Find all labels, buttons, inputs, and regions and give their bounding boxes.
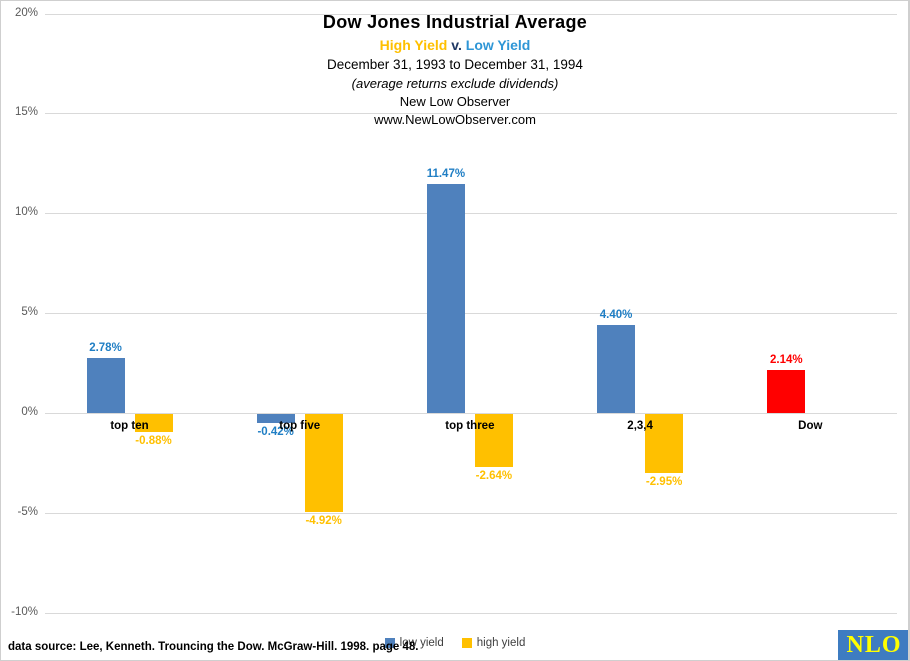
legend-item-high-yield: high yield [461, 637, 526, 649]
gridline-10% [45, 213, 897, 214]
category-label-top-five: top five [279, 420, 321, 433]
value-label: 2.78% [89, 341, 122, 354]
site-name: New Low Observer [399, 94, 511, 110]
value-label: -4.92% [305, 515, 342, 528]
bar-high-yield-top-ten [134, 414, 173, 432]
bar-high-yield-2-3-4 [645, 414, 684, 474]
bar-Dow-Dow [767, 370, 806, 414]
y-axis-label: 5% [21, 306, 38, 318]
legend-swatch-icon [384, 638, 395, 648]
y-axis-label: 10% [14, 206, 38, 218]
site-url: www.NewLowObserver.com [374, 112, 536, 128]
bar-low-yield-top-three [426, 183, 465, 414]
chart-title: Dow Jones Industrial Average [322, 12, 588, 32]
y-axis-label: 15% [14, 106, 38, 118]
bar-high-yield-top-five [304, 414, 343, 513]
gridline-15% [45, 113, 897, 114]
subtitle-low-yield: Low Yield [465, 36, 531, 53]
subtitle-versus: v. [451, 36, 462, 53]
bar-low-yield-2-3-4 [597, 325, 636, 414]
data-source-note: data source: Lee, Kenneth. Trouncing the… [8, 641, 419, 653]
y-axis-label: -5% [17, 506, 38, 518]
bar-low-yield-top-five [256, 414, 295, 423]
gridline--5% [45, 513, 897, 514]
legend-swatch-icon [461, 638, 472, 648]
bar-low-yield-top-ten [86, 357, 125, 414]
y-axis-label: 0% [21, 406, 38, 418]
value-label: -0.88% [135, 434, 172, 447]
chart-header: Dow Jones Industrial Average High Yield … [0, 10, 910, 130]
y-axis-label: -10% [11, 606, 38, 618]
legend-label: high yield [476, 637, 526, 649]
legend-label: low yield [399, 637, 444, 649]
category-label-top-ten: top ten [110, 420, 149, 433]
value-label: 2.14% [769, 354, 803, 367]
category-label-2-3-4: 2,3,4 [627, 420, 653, 433]
category-label-Dow: Dow [798, 420, 823, 433]
subtitle-high-yield: High Yield [379, 36, 448, 53]
dividends-note: (average returns exclude dividends) [351, 75, 559, 91]
chart-legend: low yield high yield [0, 637, 910, 649]
gridline-0% [45, 413, 897, 414]
value-label: 11.47% [426, 167, 466, 180]
gridline--10% [45, 613, 897, 614]
legend-item-low-yield: low yield [384, 637, 444, 649]
value-label: -2.64% [475, 469, 513, 482]
gridline-20% [45, 14, 897, 15]
value-label: 4.40% [599, 309, 633, 322]
gridline-5% [45, 313, 897, 314]
y-axis-label: 20% [14, 7, 38, 19]
bar-high-yield-top-three [474, 414, 513, 467]
date-range: December 31, 1993 to December 31, 1994 [327, 57, 583, 73]
chart-subtitle: High Yield v. Low Yield [0, 36, 910, 56]
nlo-logo: NLO [838, 630, 910, 661]
value-label: -2.95% [645, 476, 683, 489]
value-label: -0.42% [257, 425, 294, 438]
category-label-top-three: top three [445, 420, 495, 433]
